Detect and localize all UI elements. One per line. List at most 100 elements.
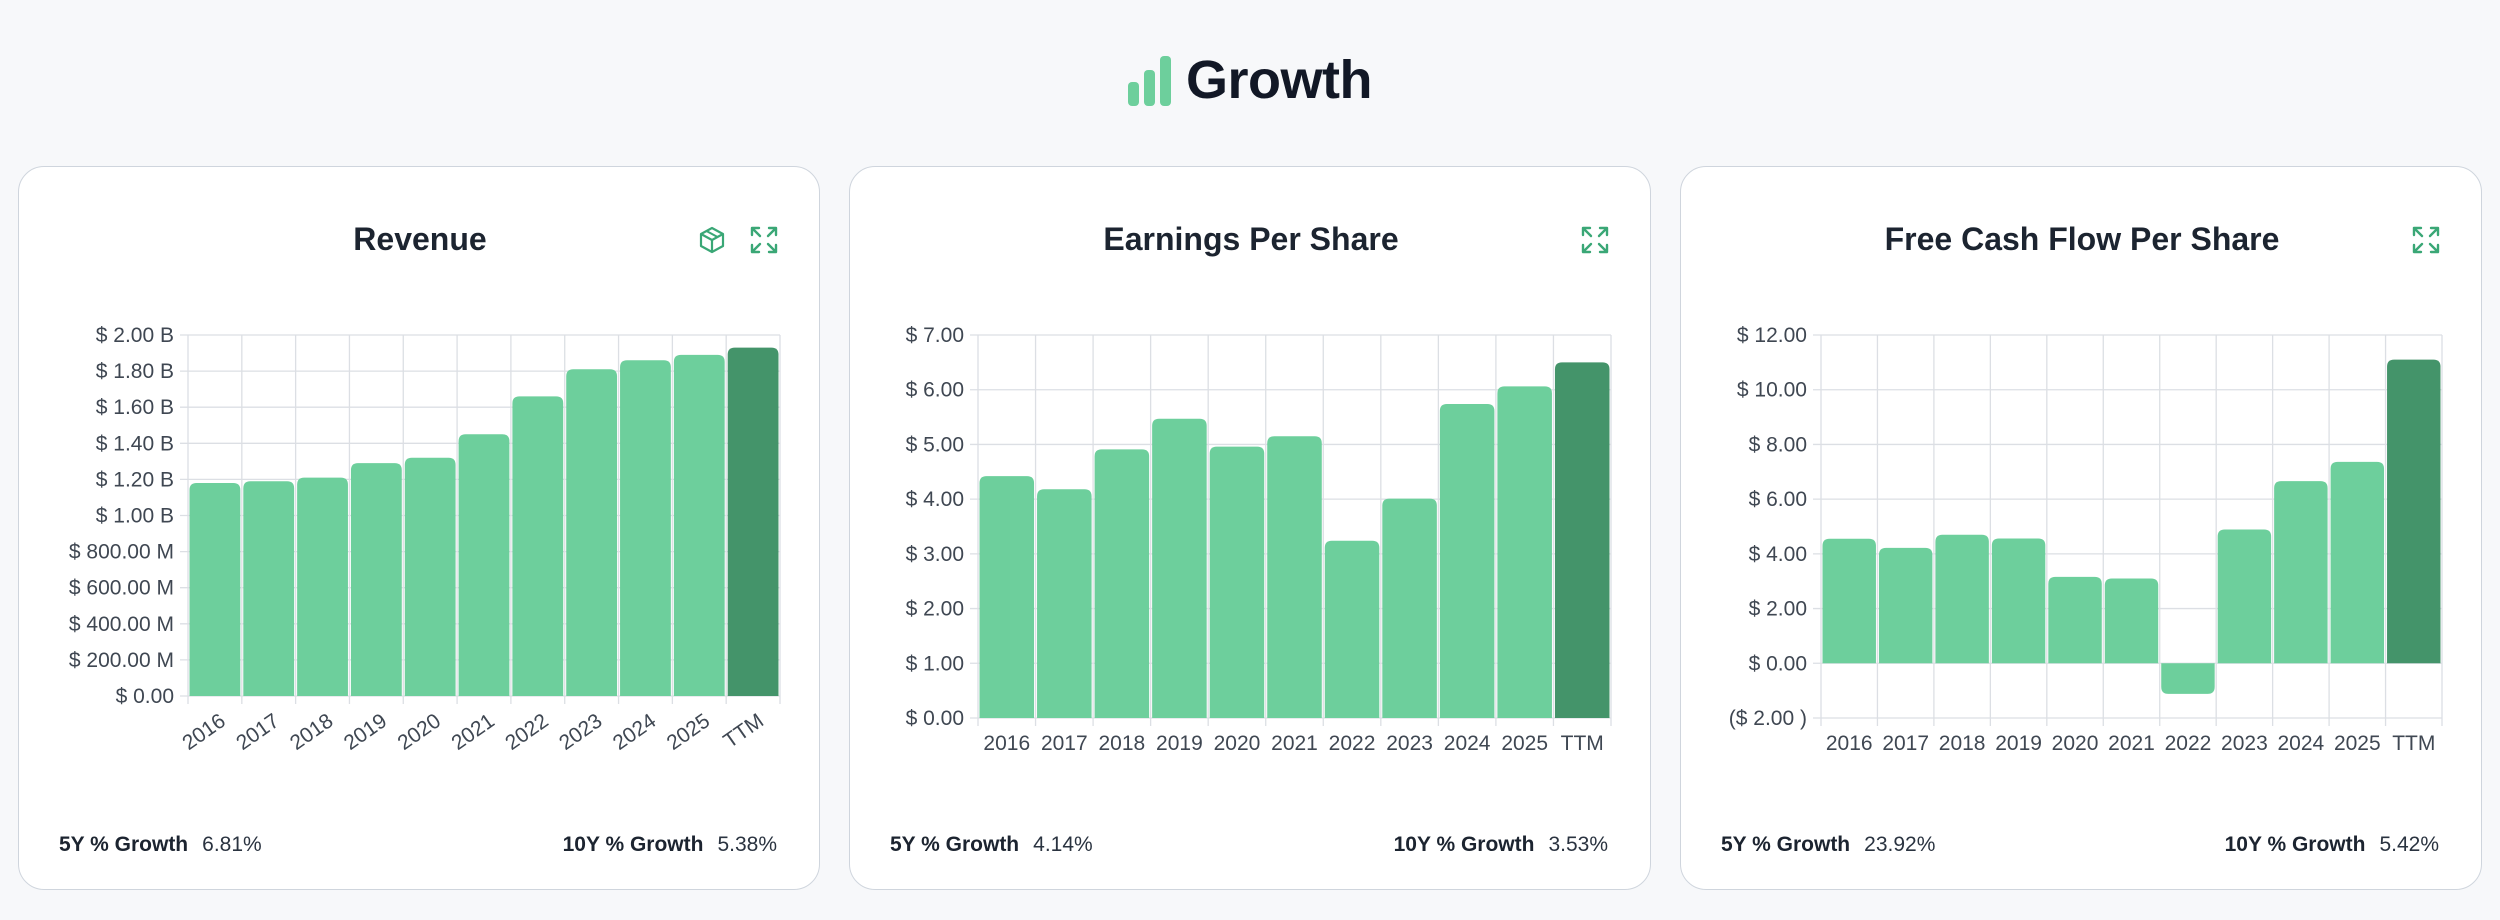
bar-2019[interactable] xyxy=(350,463,402,696)
bars xyxy=(979,362,1610,718)
y-axis: $ 0.00 $ 200.00 M $ 400.00 M $ 600.00 M $ 80… xyxy=(69,324,174,708)
y-tick-label: $ 6.00 xyxy=(906,379,964,402)
bar-TTM[interactable] xyxy=(2387,359,2441,664)
x-tick-label: 2024 xyxy=(609,709,661,755)
bar-2021[interactable] xyxy=(1267,436,1322,718)
bar-2024[interactable] xyxy=(1439,403,1495,718)
y-tick-label: $ 2.00 B xyxy=(96,324,174,347)
x-tick-label: TTM xyxy=(719,709,768,753)
eps-chart: $ 0.00 $ 1.00 $ 2.00 $ 3.00 $ 4.00 $ 5.00 $ 6.… xyxy=(906,324,1612,755)
bar-2020[interactable] xyxy=(404,457,456,696)
y-tick-label: ($ 2.00 ) xyxy=(1729,707,1807,730)
growth-stats: 5Y % Growth 4.14% 10Y % Growth 3.53% xyxy=(890,833,1608,857)
bar-2018[interactable] xyxy=(1935,534,1989,664)
y-tick-label: $ 8.00 xyxy=(1749,433,1807,456)
y-tick-label: $ 400.00 M xyxy=(69,613,174,636)
x-tick-label: 2020 xyxy=(394,709,445,755)
expand-icon[interactable] xyxy=(2411,225,2441,255)
x-tick-label: 2019 xyxy=(1156,732,1203,755)
bar-2018[interactable] xyxy=(1094,449,1150,718)
cube-icon[interactable] xyxy=(697,225,727,255)
bar-2023[interactable] xyxy=(1382,498,1437,718)
x-axis: 2016 2017 2018 2019 2020 2021 2022 2023 2024 2025… xyxy=(983,732,1603,755)
y-tick-label: $ 800.00 M xyxy=(69,541,174,564)
x-tick-label: 2020 xyxy=(2052,732,2099,755)
bar-2019[interactable] xyxy=(1152,418,1207,718)
x-tick-label: 2016 xyxy=(1826,732,1873,755)
growth-5y: 5Y % Growth 6.81% xyxy=(59,833,262,856)
x-tick-label: 2022 xyxy=(501,709,552,755)
y-tick-label: $ 0.00 xyxy=(1749,652,1807,675)
x-tick-label: TTM xyxy=(1561,732,1604,755)
y-tick-label: $ 1.00 xyxy=(906,652,964,675)
bar-2016[interactable] xyxy=(979,476,1035,718)
bar-2022[interactable] xyxy=(512,396,564,696)
bar-2019[interactable] xyxy=(1991,538,2046,664)
x-tick-label: 2025 xyxy=(663,709,714,755)
bar-2017[interactable] xyxy=(1878,547,1933,664)
bar-2024[interactable] xyxy=(2274,481,2328,664)
bar-2016[interactable] xyxy=(1822,538,1876,664)
x-tick-label: 2016 xyxy=(983,732,1030,755)
bar-2025[interactable] xyxy=(673,354,725,696)
y-tick-label: $ 1.40 B xyxy=(96,432,174,455)
x-tick-label: 2021 xyxy=(2108,732,2155,755)
chart-card-fcf: ($ 2.00 ) $ 0.00 $ 2.00 $ 4.00 $ 6.00 $ 8.00 $… xyxy=(1680,166,2482,890)
y-tick-label: $ 0.00 xyxy=(906,707,964,730)
growth-stats: 5Y % Growth 6.81% 10Y % Growth 5.38% xyxy=(59,833,777,857)
bar-2023[interactable] xyxy=(566,369,618,696)
x-tick-label: 2020 xyxy=(1214,732,1261,755)
growth-stats: 5Y % Growth 23.92% 10Y % Growth 5.42% xyxy=(1721,833,2439,857)
expand-icon[interactable] xyxy=(1580,225,1610,255)
x-tick-label: 2022 xyxy=(1329,732,1376,755)
bar-2018[interactable] xyxy=(297,477,348,696)
y-tick-label: $ 1.00 B xyxy=(96,505,174,528)
growth-10y: 10Y % Growth 3.53% xyxy=(1393,833,1608,856)
x-tick-label: 2016 xyxy=(178,709,229,755)
bar-2025[interactable] xyxy=(1497,386,1552,718)
bar-2021[interactable] xyxy=(458,434,510,696)
bar-2022[interactable] xyxy=(1324,540,1380,718)
bar-2020[interactable] xyxy=(2048,576,2102,664)
x-tick-label: 2022 xyxy=(2165,732,2212,755)
section-header: Growth xyxy=(0,44,2500,116)
y-tick-label: $ 2.00 xyxy=(906,598,964,621)
fcf-chart: ($ 2.00 ) $ 0.00 $ 2.00 $ 4.00 $ 6.00 $ 8.00 $… xyxy=(1729,324,2443,755)
y-tick-label: $ 1.60 B xyxy=(96,396,174,419)
x-tick-label: 2018 xyxy=(1939,732,1986,755)
bar-2023[interactable] xyxy=(2217,529,2272,664)
y-tick-label: $ 200.00 M xyxy=(69,649,174,672)
y-tick-label: $ 4.00 xyxy=(906,488,964,511)
bar-2025[interactable] xyxy=(2330,461,2385,664)
x-tick-label: 2017 xyxy=(232,709,283,755)
x-axis: 2016 2017 2018 2019 2020 2021 2022 2023 2024 2025… xyxy=(178,709,768,755)
bar-2024[interactable] xyxy=(620,360,671,696)
bars xyxy=(1822,359,2441,694)
y-tick-label: $ 1.20 B xyxy=(96,468,174,491)
y-tick-label: $ 12.00 xyxy=(1737,324,1807,347)
x-tick-label: 2017 xyxy=(1882,732,1929,755)
bar-2016[interactable] xyxy=(189,483,241,696)
chart-title: Revenue xyxy=(353,221,487,257)
growth-10y: 10Y % Growth 5.38% xyxy=(562,833,777,856)
y-axis: $ 0.00 $ 1.00 $ 2.00 $ 3.00 $ 4.00 $ 5.00 $ 6.… xyxy=(906,324,964,730)
bars xyxy=(189,347,779,696)
y-tick-label: $ 1.80 B xyxy=(96,360,174,383)
y-tick-label: $ 4.00 xyxy=(1749,543,1807,566)
bar-2017[interactable] xyxy=(243,481,295,696)
x-tick-label: TTM xyxy=(2392,732,2435,755)
bar-2017[interactable] xyxy=(1037,489,1092,718)
bar-TTM[interactable] xyxy=(1554,362,1610,718)
expand-icon[interactable] xyxy=(749,225,779,255)
y-tick-label: $ 600.00 M xyxy=(69,577,174,600)
bar-TTM[interactable] xyxy=(727,347,779,696)
bar-2022[interactable] xyxy=(2161,663,2215,694)
x-tick-label: 2025 xyxy=(1501,732,1548,755)
bar-2021[interactable] xyxy=(2104,578,2159,664)
bar-2020[interactable] xyxy=(1209,446,1265,718)
x-tick-label: 2018 xyxy=(286,709,337,755)
revenue-chart: $ 0.00 $ 200.00 M $ 400.00 M $ 600.00 M $ 80… xyxy=(69,324,781,755)
y-tick-label: $ 2.00 xyxy=(1749,598,1807,621)
section-title: Growth xyxy=(1186,50,1372,110)
growth-5y: 5Y % Growth 4.14% xyxy=(890,833,1093,856)
